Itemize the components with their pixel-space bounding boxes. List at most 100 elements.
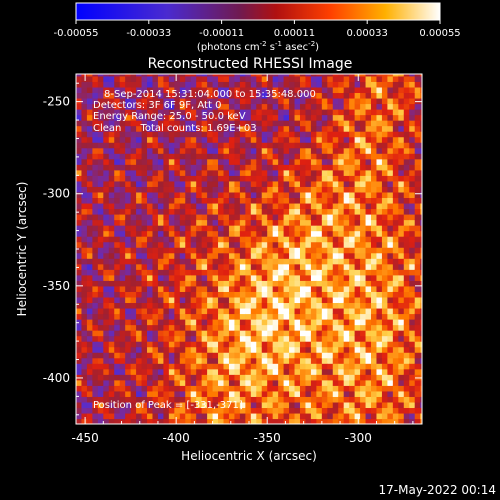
heatmap-cell (119, 103, 126, 110)
heatmap-cell (409, 412, 416, 420)
heatmap-cell (86, 368, 93, 375)
heatmap-cell (310, 125, 317, 132)
heatmap-cell (97, 247, 104, 254)
heatmap-cell (343, 302, 350, 309)
heatmap-cell (272, 324, 279, 331)
heatmap-cell (310, 396, 317, 403)
heatmap-cell (316, 75, 323, 82)
heatmap-cell (376, 225, 383, 232)
heatmap-cell (267, 191, 274, 199)
heatmap-cell (130, 74, 137, 77)
heatmap-cell (354, 379, 361, 386)
heatmap-cell (179, 341, 186, 348)
heatmap-cell (190, 175, 197, 182)
heatmap-cell (327, 302, 334, 309)
heatmap-cell (125, 142, 132, 149)
heatmap-cell (97, 396, 104, 403)
heatmap-cell (250, 307, 257, 315)
heatmap-cell (108, 313, 115, 320)
heatmap-cell (420, 125, 422, 132)
heatmap-cell (392, 214, 399, 221)
heatmap-cell (332, 401, 339, 409)
heatmap-cell (185, 125, 192, 132)
heatmap-cell (278, 374, 285, 381)
heatmap-cell (299, 158, 307, 165)
heatmap-cell (250, 335, 257, 342)
heatmap-cell (245, 230, 252, 237)
heatmap-cell (223, 114, 230, 121)
heatmap-cell (179, 269, 186, 276)
heatmap-cell (381, 225, 388, 232)
heatmap-cell (245, 379, 252, 386)
heatmap-cell (168, 418, 175, 424)
heatmap-cell (387, 247, 394, 254)
heatmap-cell (130, 269, 137, 276)
heatmap-cell (349, 169, 356, 176)
heatmap-cell (387, 86, 394, 94)
heatmap-cell (239, 269, 246, 276)
heatmap-cell (86, 114, 93, 121)
heatmap-cell (354, 225, 361, 232)
heatmap-cell (365, 302, 372, 309)
heatmap-cell (310, 219, 317, 226)
heatmap-cell (338, 363, 345, 370)
heatmap-cell (201, 401, 208, 409)
heatmap-cell (223, 109, 230, 116)
heatmap-cell (360, 92, 367, 99)
heatmap-cell (245, 313, 252, 320)
heatmap-cell (103, 330, 110, 337)
heatmap-cell (343, 357, 350, 364)
heatmap-cell (392, 142, 399, 149)
heatmap-cell (338, 291, 345, 298)
heatmap-cell (114, 319, 121, 326)
heatmap-cell (321, 335, 328, 342)
heatmap-cell (398, 230, 405, 237)
heatmap-cell (387, 258, 394, 265)
heatmap-cell (398, 197, 405, 204)
heatmap-cell (207, 153, 214, 160)
heatmap-cell (201, 302, 208, 309)
heatmap-cell (157, 374, 165, 381)
heatmap-cell (376, 352, 383, 359)
heatmap-cell (228, 274, 236, 281)
heatmap-cell (398, 280, 405, 287)
heatmap-cell (387, 368, 394, 375)
heatmap-cell (294, 230, 301, 237)
heatmap-cell (179, 368, 186, 375)
heatmap-cell (136, 219, 143, 226)
heatmap-cell (338, 263, 345, 270)
heatmap-cell (250, 407, 257, 414)
heatmap-cell (398, 158, 405, 165)
heatmap-cell (218, 363, 225, 370)
heatmap-cell (420, 418, 422, 424)
heatmap-cell (338, 92, 345, 99)
heatmap-cell (398, 208, 405, 215)
heatmap-cell (207, 319, 214, 326)
heatmap-cell (321, 120, 328, 127)
heatmap-cell (207, 252, 214, 259)
heatmap-cell (190, 390, 197, 397)
heatmap-cell (420, 412, 422, 420)
heatmap-cell (136, 136, 143, 143)
heatmap-cell (97, 230, 104, 237)
heatmap-cell (420, 92, 422, 99)
heatmap-cell (174, 109, 181, 116)
heatmap-cell (299, 97, 307, 105)
heatmap-cell (387, 186, 394, 193)
heatmap-cell (141, 230, 148, 237)
heatmap-cell (218, 120, 225, 127)
heatmap-cell (245, 324, 252, 331)
heatmap-cell (250, 280, 257, 287)
heatmap-cell (403, 164, 410, 171)
heatmap-cell (294, 307, 301, 315)
heatmap-cell (245, 142, 252, 149)
heatmap-cell (283, 346, 290, 353)
heatmap-cell (174, 357, 181, 364)
heatmap-cell (185, 313, 192, 320)
heatmap-cell (92, 158, 99, 165)
heatmap-cell (185, 258, 192, 265)
heatmap-cell (174, 324, 181, 331)
heatmap-cell (136, 324, 143, 331)
heatmap-cell (420, 319, 422, 326)
heatmap-cell (283, 396, 290, 403)
